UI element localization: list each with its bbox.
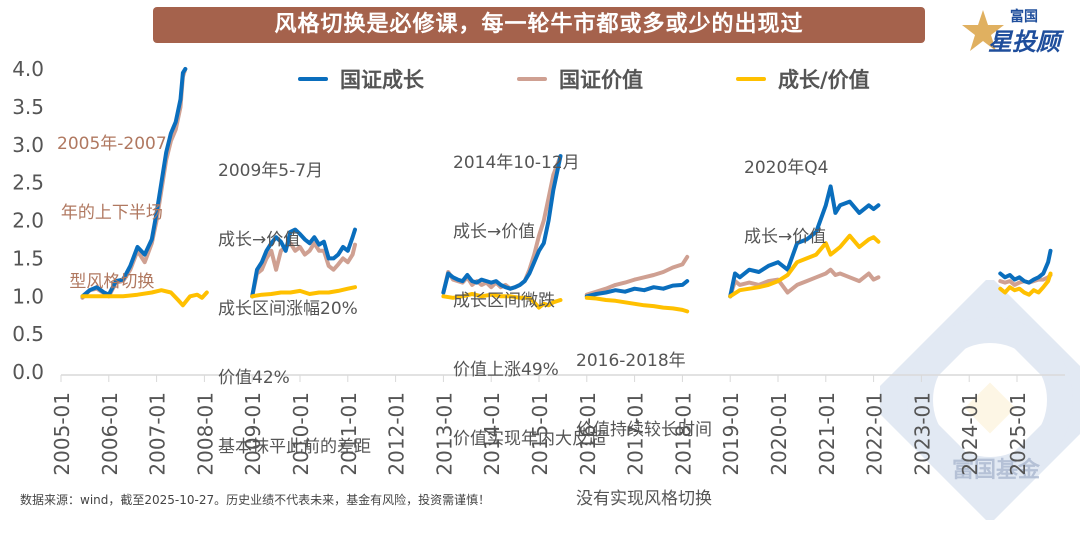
x-tick-label: 2020-01 bbox=[767, 392, 791, 476]
legend-item-ratio: 成长/价值 bbox=[736, 64, 870, 94]
chart-title-banner: 风格切换是必修课，每一轮牛市都或多或少的出现过 bbox=[153, 7, 925, 43]
x-tick-label: 2008-01 bbox=[193, 392, 217, 476]
legend-label-value: 国证价值 bbox=[559, 68, 643, 92]
series-line-growth bbox=[728, 184, 881, 299]
chart-legend: 国证成长 国证价值 成长/价值 bbox=[0, 60, 1080, 94]
chart-title: 风格切换是必修课，每一轮牛市都或多或少的出现过 bbox=[274, 12, 804, 37]
annotation-line: 型风格切换 bbox=[69, 272, 155, 292]
y-tick-label: 1.5 bbox=[12, 246, 44, 270]
legend-label-ratio: 成长/价值 bbox=[778, 68, 870, 92]
y-tick-label: 3.5 bbox=[12, 95, 44, 119]
y-tick-label: 4.0 bbox=[12, 57, 44, 81]
series-lines bbox=[80, 67, 1053, 314]
x-tick-label: 2007-01 bbox=[146, 392, 170, 476]
series-line-ratio bbox=[80, 288, 209, 308]
legend-swatch-growth bbox=[298, 77, 328, 81]
star-icon bbox=[962, 10, 1004, 51]
x-tick-label: 2015-01 bbox=[528, 392, 552, 476]
legend-item-growth: 国证成长 bbox=[298, 64, 424, 94]
y-tick-label: 2.5 bbox=[12, 171, 44, 195]
series-line-ratio bbox=[998, 271, 1053, 297]
series-line-ratio bbox=[584, 295, 690, 314]
annotation-line: 成长→价值 bbox=[218, 230, 301, 250]
annotation-line: 2016-2018年 bbox=[576, 351, 686, 371]
annotation-line: 价值上涨49% bbox=[453, 360, 559, 380]
series-line-value bbox=[584, 254, 690, 297]
series-line-growth bbox=[80, 67, 188, 299]
y-tick-label: 1.0 bbox=[12, 284, 44, 308]
x-tick-label: 2017-01 bbox=[624, 392, 648, 476]
series-line-growth bbox=[584, 279, 690, 299]
logo-big-text: 星投顾 bbox=[988, 28, 1060, 56]
series-line-ratio bbox=[728, 233, 881, 299]
x-tick-label: 2021-01 bbox=[815, 392, 839, 476]
annotation-line: 2020年Q4 bbox=[744, 158, 829, 178]
logo-small-text: 富国 bbox=[1010, 9, 1038, 25]
x-tick-label: 2012-01 bbox=[385, 392, 409, 476]
series-line-growth bbox=[441, 154, 563, 295]
x-tick-label: 2011-01 bbox=[337, 392, 361, 476]
y-tick-label: 2.0 bbox=[12, 209, 44, 233]
brand-logo: 富国 星投顾 bbox=[960, 4, 1075, 56]
x-tick-label: 2019-01 bbox=[719, 392, 743, 476]
annotation-line: 2009年5-7月 bbox=[218, 161, 324, 181]
y-tick-label: 0.5 bbox=[12, 322, 44, 346]
annotation-line: 2005年-2007 bbox=[57, 134, 167, 154]
annotation-line: 价值42% bbox=[218, 368, 290, 388]
annotation-line: 2014年10-12月 bbox=[453, 153, 580, 173]
x-axis: 2005-01 2006-01 2007-01 2008-01 2009-01 2010-… bbox=[50, 374, 1065, 476]
series-line-growth bbox=[998, 248, 1053, 285]
annotation-line: 价值持续较长时间 bbox=[576, 420, 712, 440]
annotation-line: 成长→价值 bbox=[744, 227, 827, 247]
x-tick-label: 2018-01 bbox=[671, 392, 695, 476]
x-tick-label: 2014-01 bbox=[480, 392, 504, 476]
annotation-line: 年的上下半场 bbox=[60, 203, 163, 223]
legend-swatch-value bbox=[517, 77, 547, 81]
line-chart: 0.0 0.5 1.0 1.5 2.0 2.5 3.0 3.5 4.0 2005-01 2006-… bbox=[12, 57, 1065, 476]
x-tick-label: 2016-01 bbox=[576, 392, 600, 476]
x-tick-label: 2025-01 bbox=[1006, 392, 1030, 476]
series-line-ratio bbox=[250, 285, 357, 299]
watermark-text: 富国基金 bbox=[952, 458, 1041, 483]
y-axis: 0.0 0.5 1.0 1.5 2.0 2.5 3.0 3.5 4.0 bbox=[12, 57, 44, 384]
series-line-growth bbox=[250, 227, 357, 299]
x-tick-label: 2022-01 bbox=[863, 392, 887, 476]
x-tick-label: 2006-01 bbox=[98, 392, 122, 476]
x-tick-label: 2010-01 bbox=[289, 392, 313, 476]
y-tick-label: 3.0 bbox=[12, 133, 44, 157]
annotation-2005-2007: 2005年-2007 年的上下半场 型风格切换 bbox=[57, 87, 167, 317]
annotation-2014: 2014年10-12月 成长→价值 成长区间微跌 价值上涨49% 价值实现年内大… bbox=[453, 106, 606, 474]
annotation-line: 成长区间涨幅20% bbox=[218, 299, 358, 319]
annotation-line: 成长→价值 bbox=[453, 222, 536, 242]
annotation-line: 成长区间微跌 bbox=[453, 291, 555, 311]
annotation-line: 没有实现风格切换 bbox=[576, 489, 712, 509]
series-line-value bbox=[728, 267, 881, 299]
series-line-ratio bbox=[441, 292, 563, 310]
legend-item-value: 国证价值 bbox=[517, 64, 643, 94]
x-tick-label: 2024-01 bbox=[958, 392, 982, 476]
x-tick-label: 2013-01 bbox=[432, 392, 456, 476]
x-tick-label: 2023-01 bbox=[910, 392, 934, 476]
legend-label-growth: 国证成长 bbox=[340, 68, 424, 92]
annotation-2016-2018: 2016-2018年 价值持续较长时间 没有实现风格切换 bbox=[576, 304, 712, 534]
watermark-logo bbox=[865, 275, 1080, 525]
y-tick-label: 0.0 bbox=[12, 360, 44, 384]
series-line-value bbox=[250, 241, 357, 299]
annotation-line: 基本抹平此前的差距 bbox=[218, 437, 371, 457]
annotation-2009: 2009年5-7月 成长→价值 成长区间涨幅20% 价值42% 基本抹平此前的差… bbox=[218, 114, 371, 482]
x-tick-label: 2009-01 bbox=[241, 392, 265, 476]
annotation-2020: 2020年Q4 成长→价值 bbox=[744, 111, 828, 272]
x-tick-label: 2005-01 bbox=[50, 392, 74, 476]
annotation-line: 价值实现年内大反超 bbox=[453, 429, 606, 449]
legend-swatch-ratio bbox=[736, 77, 766, 81]
source-footnote: 数据来源：wind，截至2025-10-27。历史业绩不代表未来，基金有风险，投… bbox=[20, 493, 491, 507]
